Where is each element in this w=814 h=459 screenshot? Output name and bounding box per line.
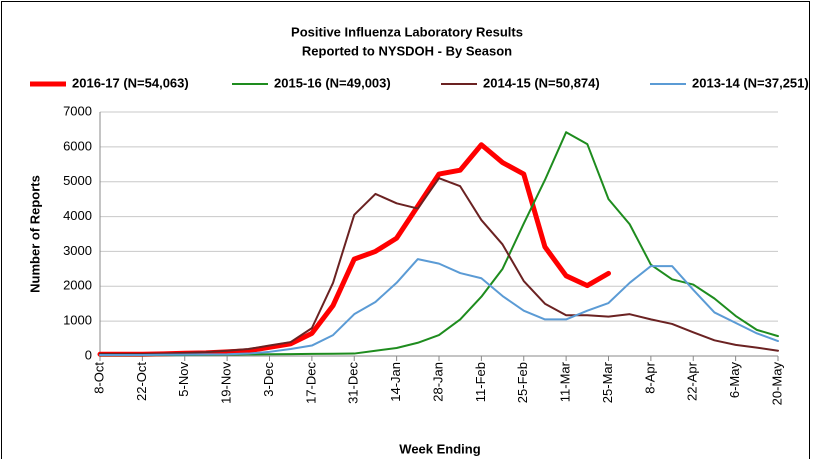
x-tick-label: 8-Oct bbox=[91, 362, 106, 394]
x-tick-label: 5-Nov bbox=[176, 362, 191, 397]
x-tick-label: 28-Jan bbox=[430, 362, 445, 402]
y-tick-label: 2000 bbox=[63, 278, 92, 293]
x-tick-label: 3-Dec bbox=[261, 362, 276, 397]
y-tick-label: 6000 bbox=[63, 138, 92, 153]
chart-title: Positive Influenza Laboratory Results bbox=[291, 24, 523, 39]
x-tick-label: 25-Feb bbox=[515, 362, 530, 403]
x-tick-label: 22-Oct bbox=[134, 362, 149, 401]
x-tick-label: 17-Dec bbox=[303, 362, 318, 404]
legend-label: 2015-16 (N=49,003) bbox=[274, 75, 391, 90]
x-tick-label: 14-Jan bbox=[388, 362, 403, 402]
x-tick-label: 11-Mar bbox=[558, 361, 573, 402]
y-tick-label: 4000 bbox=[63, 208, 92, 223]
x-tick-label: 8-Apr bbox=[642, 361, 657, 393]
chart-subtitle: Reported to NYSDOH - By Season bbox=[302, 43, 512, 58]
legend-label: 2014-15 (N=50,874) bbox=[483, 75, 600, 90]
legend-label: 2013-14 (N=37,251) bbox=[692, 75, 809, 90]
series-line bbox=[99, 258, 779, 356]
y-tick-label: 1000 bbox=[63, 313, 92, 328]
x-tick-label: 6-May bbox=[727, 362, 742, 399]
x-tick-label: 20-May bbox=[769, 362, 784, 406]
x-tick-label: 19-Nov bbox=[219, 362, 234, 404]
series-line bbox=[99, 177, 779, 355]
x-tick-label: 31-Dec bbox=[346, 362, 361, 404]
y-tick-label: 3000 bbox=[63, 243, 92, 258]
y-tick-label: 0 bbox=[85, 347, 92, 362]
x-tick-label: 22-Apr bbox=[685, 361, 700, 401]
legend-label: 2016-17 (N=54,063) bbox=[72, 75, 189, 90]
x-axis-title: Week Ending bbox=[399, 441, 480, 456]
y-tick-label: 7000 bbox=[63, 103, 92, 118]
x-tick-label: 11-Feb bbox=[473, 362, 488, 402]
y-tick-label: 5000 bbox=[63, 173, 92, 188]
y-axis-title: Number of Reports bbox=[27, 175, 42, 293]
x-tick-label: 25-Mar bbox=[600, 361, 615, 403]
